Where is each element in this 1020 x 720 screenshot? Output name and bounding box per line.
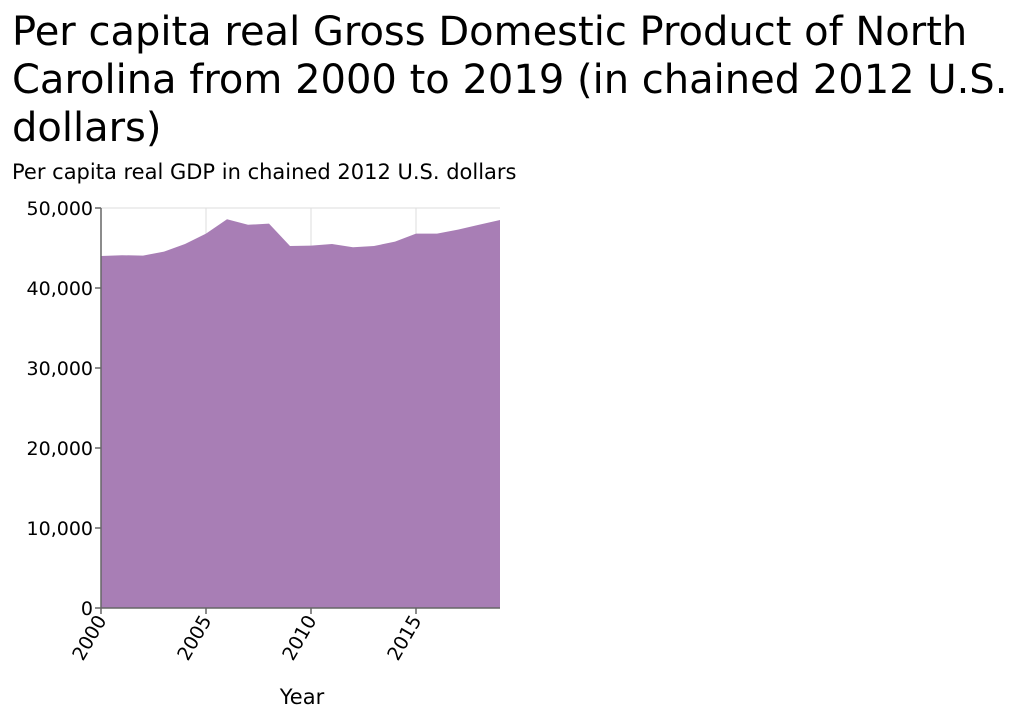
y-tick-label: 0 [81, 598, 93, 620]
data-point [351, 245, 355, 249]
x-tick-label: 2005 [173, 612, 216, 665]
y-tick-label: 40,000 [27, 278, 93, 300]
data-point [183, 242, 187, 246]
x-tick-label: 2010 [278, 612, 321, 665]
data-point [330, 242, 334, 246]
x-axis-ticks: 2000 2005 2010 2015 [68, 608, 426, 664]
y-tick-label: 30,000 [27, 358, 93, 380]
data-point [435, 232, 439, 236]
y-axis-ticks: 0 10,000 20,000 30,000 40,000 50,000 [27, 198, 101, 620]
y-axis-label: Per capita real GDP in chained 2012 U.S.… [12, 160, 517, 184]
data-point [477, 223, 481, 227]
data-point [393, 240, 397, 244]
y-tick-label: 20,000 [27, 438, 93, 460]
axes [100, 208, 500, 609]
data-point [309, 244, 313, 248]
data-point [225, 217, 229, 221]
x-axis-label: Year [279, 685, 325, 709]
data-point [372, 244, 376, 248]
area-series [101, 217, 502, 608]
y-tick-label: 10,000 [27, 518, 93, 540]
chart-title: Per capita real Gross Domestic Product o… [12, 9, 1008, 151]
data-point [414, 232, 418, 236]
data-point [204, 232, 208, 236]
data-point [162, 250, 166, 254]
data-point [141, 254, 145, 258]
data-point [288, 244, 292, 248]
data-point [246, 223, 250, 227]
x-tick-label: 2015 [383, 612, 426, 665]
y-tick-label: 50,000 [27, 198, 93, 220]
x-tick-label: 2000 [68, 612, 111, 665]
area-fill [101, 219, 500, 608]
data-point [267, 222, 271, 226]
data-point [120, 253, 124, 257]
data-point [456, 228, 460, 232]
data-point [498, 218, 502, 222]
